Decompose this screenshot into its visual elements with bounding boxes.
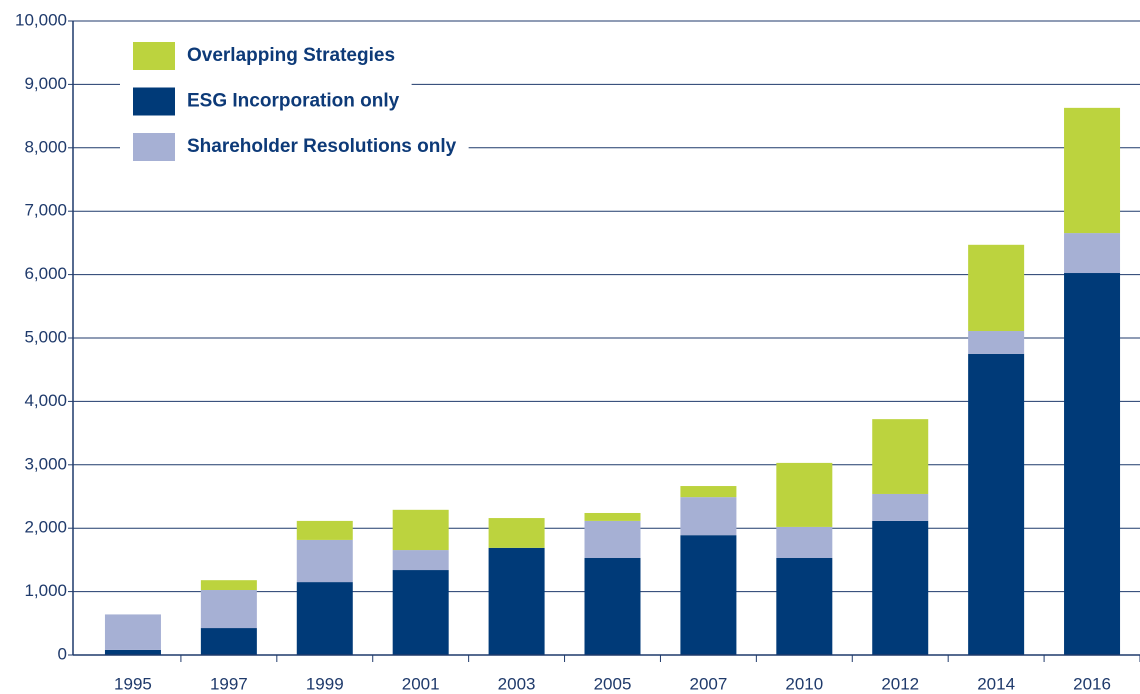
y-tick-label: 9,000 [24,74,67,93]
x-tick-label: 1999 [306,674,344,693]
bar-segment [392,509,449,551]
bar-segment [1064,273,1121,655]
legend-bg [120,129,469,165]
legend-label: Overlapping Strategies [187,45,395,66]
y-tick-label: 7,000 [24,201,67,220]
y-tick-label: 0 [58,644,67,663]
y-tick-label: 5,000 [24,327,67,346]
bar-segment [968,331,1025,354]
bar-segment [872,493,929,521]
y-tick-label: 4,000 [24,391,67,410]
x-tick-label: 1995 [114,674,152,693]
bar-segment [584,512,641,521]
y-tick-label: 10,000 [15,10,67,29]
bar-segment [872,419,929,494]
y-tick-label: 3,000 [24,454,67,473]
bar-segment [584,520,641,558]
bar-segment [296,539,353,583]
bar-segment [776,526,833,558]
x-tick-label: 2005 [594,674,632,693]
x-tick-label: 1997 [210,674,248,693]
bar-segment [104,614,161,650]
bar-segment [1064,107,1121,234]
bar-segment [296,582,353,655]
bar-segment [200,580,257,591]
legend-swatch [133,133,175,161]
x-tick-label: 2016 [1073,674,1111,693]
x-tick-label: 2012 [881,674,919,693]
bar-segment [968,353,1025,655]
bar-segment [392,570,449,655]
bar-segment [200,628,257,655]
y-tick-label: 8,000 [24,137,67,156]
bar-segment [488,547,545,655]
bar-segment [872,520,929,655]
legend-label: Shareholder Resolutions only [187,136,457,157]
bar-segment [584,557,641,655]
x-tick-label: 2001 [402,674,440,693]
bar-segment [776,462,833,527]
bar-segment [392,550,449,571]
x-tick-label: 2014 [977,674,1015,693]
bar-segment [296,520,353,540]
legend-swatch [133,87,175,116]
x-tick-label: 2007 [689,674,727,693]
x-tick-label: 2003 [498,674,536,693]
bar-segment [200,590,257,629]
legend-label: ESG Incorporation only [187,91,400,112]
legend-swatch [133,42,175,70]
bar-segment [1064,233,1121,274]
bar-segment [968,244,1025,332]
bar-segment [680,486,737,498]
bar-segment [680,535,737,655]
bar-segment [104,649,161,655]
y-tick-label: 6,000 [24,264,67,283]
bar-segment [488,518,545,548]
bar-segment [776,557,833,655]
y-tick-label: 1,000 [24,581,67,600]
x-tick-label: 2010 [785,674,823,693]
bar-segment [680,497,737,536]
y-tick-label: 2,000 [24,518,67,537]
